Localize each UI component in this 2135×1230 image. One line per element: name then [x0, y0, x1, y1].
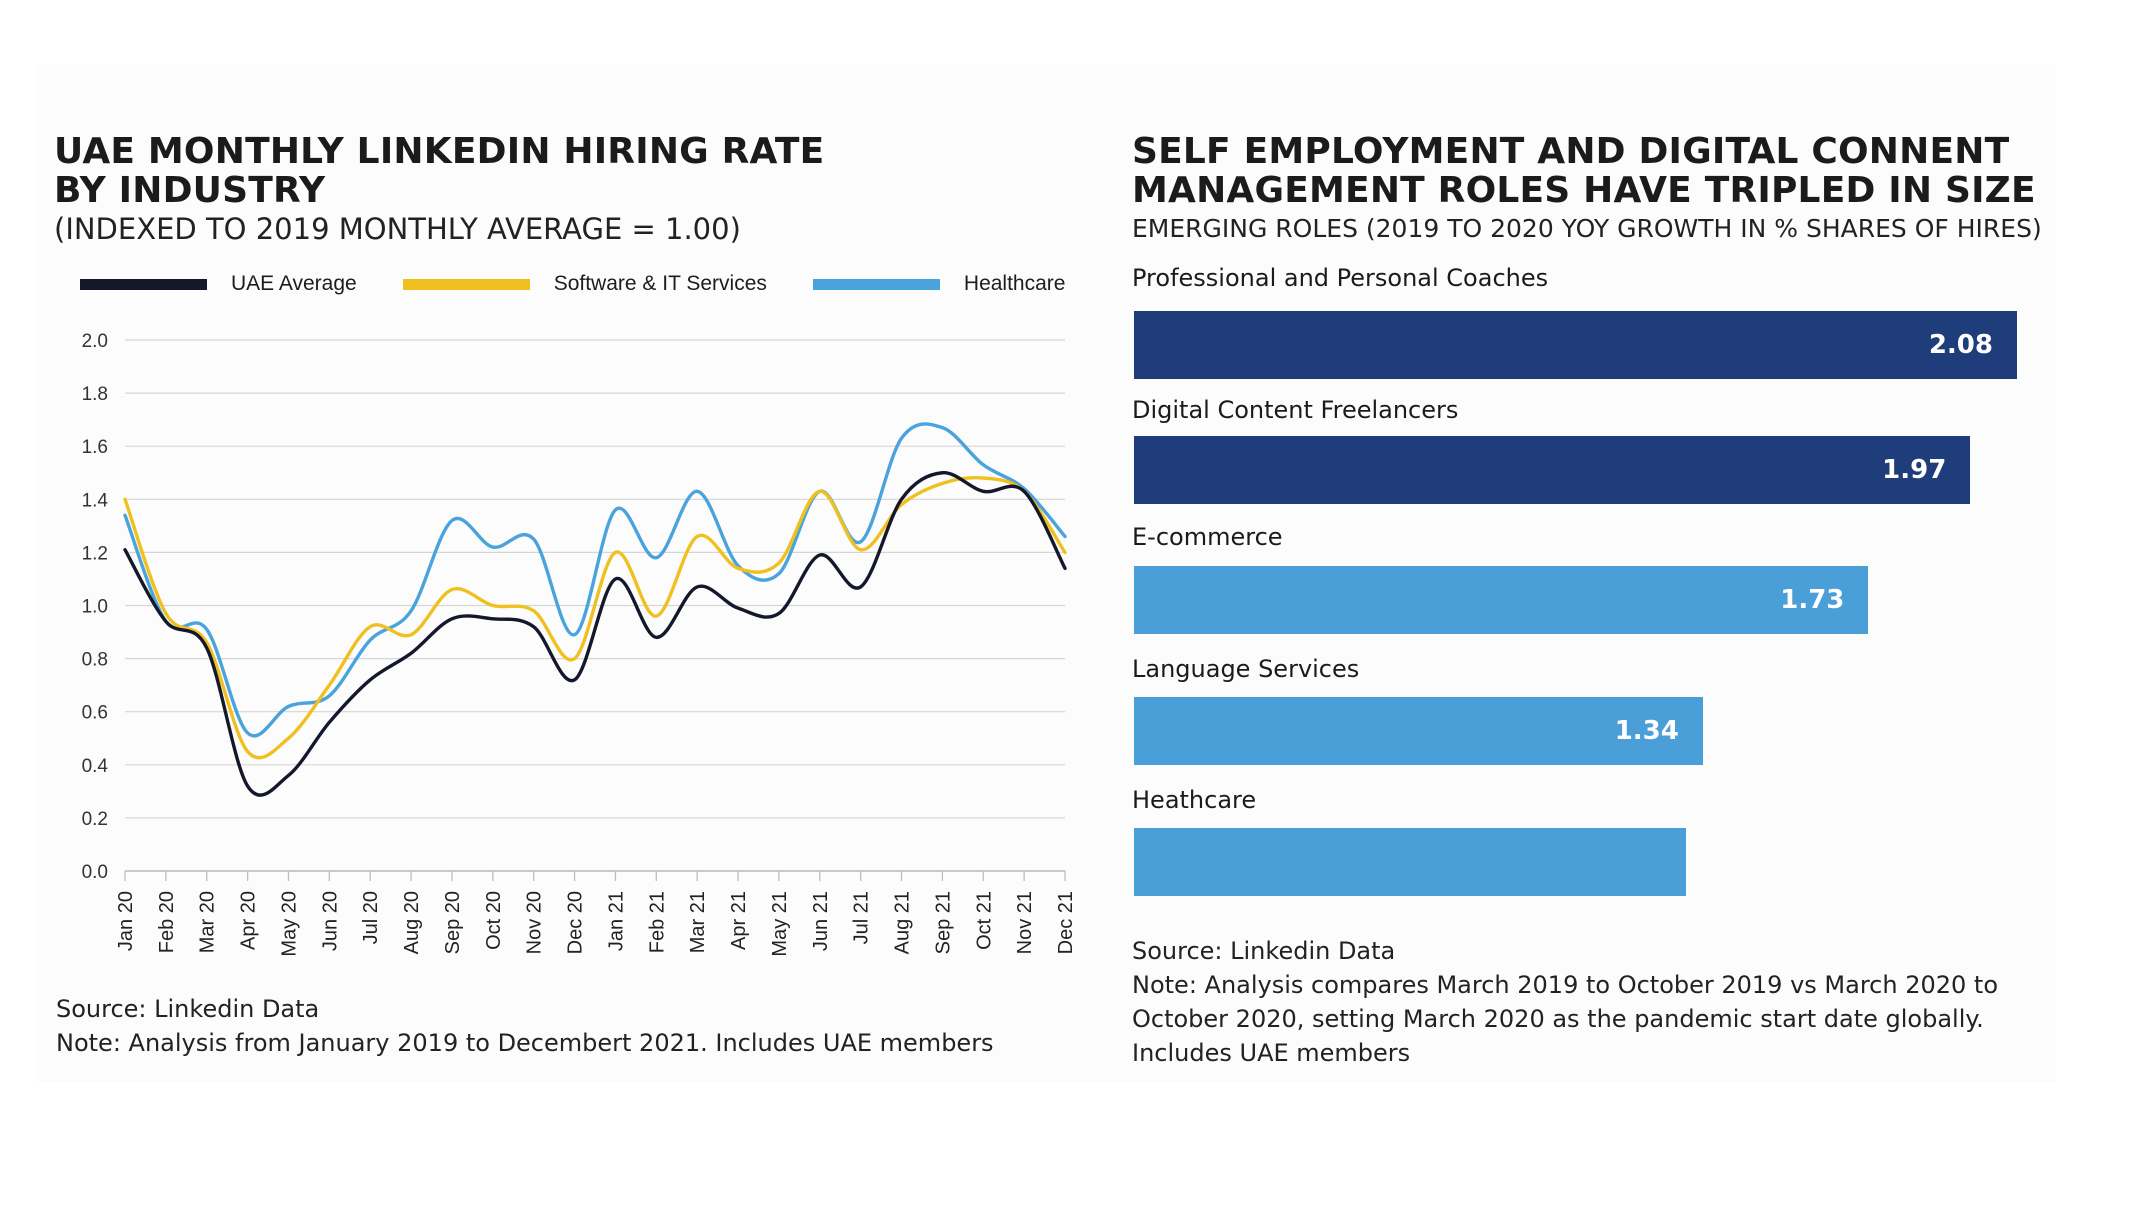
bar-category-label: Professional and Personal Coaches [1132, 264, 1549, 292]
bar-chart-source: Source: Linkedin Data [1132, 937, 1396, 965]
x-tick-label: Oct 20 [483, 891, 505, 950]
bar-digital-content-freelancers: 1.97 [1134, 436, 1971, 504]
bar-chart-note-line: Note: Analysis compares March 2019 to Oc… [1132, 971, 1999, 999]
legend-label: UAE Average [231, 272, 357, 295]
y-tick-label: 0.6 [82, 703, 108, 724]
legend-label: Software & IT Services [553, 272, 767, 295]
x-tick-label: Sep 21 [932, 891, 954, 954]
series-line-healthcare [123, 422, 1067, 738]
x-tick-label: Jun 20 [319, 891, 341, 951]
x-tick-label: Jun 21 [810, 891, 832, 951]
x-tick-label: Jul 21 [851, 891, 873, 944]
x-tick-label: Apr 21 [728, 891, 750, 950]
line-chart-notes: Source: Linkedin Data Note: Analysis fro… [56, 992, 994, 1060]
bar-chart-note-line: Includes UAE members [1132, 1039, 1411, 1067]
x-tick-label: Apr 20 [238, 891, 260, 950]
bar-value-label: 1.73 [1780, 585, 1845, 615]
y-tick-label: 0.4 [82, 756, 109, 777]
bar-category-label: Language Services [1132, 655, 1360, 683]
legend-item-uae-average: UAE Average [80, 272, 357, 296]
x-tick-label: Aug 20 [401, 891, 423, 954]
x-tick-label: Nov 21 [1014, 891, 1036, 954]
y-tick-label: 1.6 [82, 437, 108, 458]
line-chart-title: UAE MONTHLY LINKEDIN HIRING RATE BY INDU… [54, 131, 825, 211]
bar-heathcare [1134, 828, 1686, 896]
bar-value-label: 1.97 [1882, 455, 1947, 485]
bar-chart-title: SELF EMPLOYMENT AND DIGITAL CONNENT MANA… [1132, 131, 2036, 211]
bar-category-label: Digital Content Freelancers [1132, 396, 1459, 424]
x-tick-label: Mar 20 [197, 891, 219, 953]
legend-label: Healthcare [963, 272, 1066, 295]
line-chart-source: Source: Linkedin Data [56, 995, 320, 1023]
x-tick-label: Dec 21 [1055, 891, 1077, 954]
x-tick-label: Oct 21 [973, 891, 995, 950]
x-tick-label: Nov 20 [524, 891, 546, 954]
x-tick-label: Mar 21 [687, 891, 709, 953]
legend-item-software: Software & IT Services [402, 272, 767, 296]
legend-item-healthcare: Healthcare [812, 272, 1066, 296]
legend-swatch [812, 278, 940, 290]
x-tick-label: Feb 20 [156, 891, 178, 953]
x-tick-label: Jan 21 [605, 891, 627, 951]
y-tick-label: 2.0 [82, 331, 108, 352]
x-tick-label: Jul 20 [360, 891, 382, 944]
legend-swatch [402, 278, 530, 290]
bar-chart-notes: Source: Linkedin Data Note: Analysis com… [1132, 934, 1998, 1070]
x-tick-label: Dec 20 [565, 891, 587, 954]
line-chart-note: Note: Analysis from January 2019 to Dece… [56, 1029, 994, 1057]
line-chart-legend: UAE Average Software & IT Services Healt… [80, 272, 1111, 296]
x-tick-label: Feb 21 [646, 891, 668, 953]
x-tick-label: May 21 [769, 891, 791, 957]
y-tick-label: 0.0 [82, 862, 108, 883]
y-tick-label: 0.2 [82, 809, 108, 830]
y-tick-label: 1.8 [82, 384, 108, 405]
bar-language-services: 1.34 [1134, 697, 1703, 765]
x-tick-label: May 20 [278, 891, 300, 957]
y-tick-label: 1.0 [82, 597, 108, 618]
bar-value-label: 1.34 [1614, 716, 1679, 746]
line-chart: 2.0 1.8 1.6 1.4 1.2 1.0 0.8 0.6 0.4 0.2 0.0 Jan 20 F… [82, 331, 1077, 957]
x-tick-label: Jan 20 [115, 891, 137, 951]
series-line-uae-average [123, 471, 1067, 797]
y-tick-label: 1.2 [82, 543, 108, 564]
x-tick-label: Sep 20 [442, 891, 464, 954]
x-tick-label: Aug 21 [892, 891, 914, 954]
series-line-software-it-services [123, 476, 1067, 760]
bar-category-label: Heathcare [1132, 786, 1257, 814]
bar-e-commerce: 1.73 [1134, 566, 1869, 634]
legend-swatch [80, 278, 207, 290]
y-tick-label: 0.8 [82, 650, 108, 671]
bar-value-label: 2.08 [1928, 330, 1993, 360]
line-chart-subtitle: (INDEXED TO 2019 MONTHLY AVERAGE = 1.00) [54, 212, 741, 246]
bar-category-label: E-commerce [1132, 523, 1283, 551]
bar-professional-and-personal-coaches: 2.08 [1134, 311, 2017, 379]
bar-chart-note-line: October 2020, setting March 2020 as the … [1132, 1005, 1984, 1033]
bar-chart-subtitle: EMERGING ROLES (2019 TO 2020 YOY GROWTH … [1132, 214, 2042, 243]
y-tick-label: 1.4 [82, 490, 109, 511]
